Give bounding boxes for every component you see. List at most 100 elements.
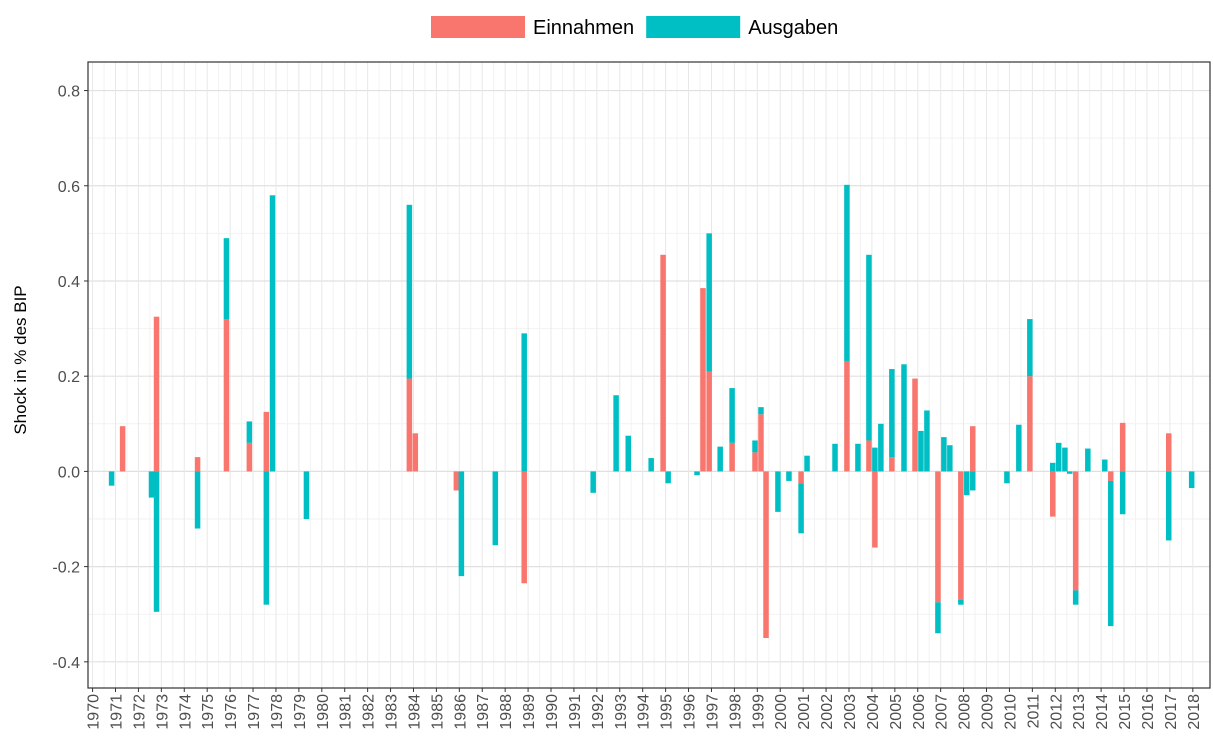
y-tick-label: 0.0: [58, 464, 80, 481]
x-tick-label: 1994: [636, 694, 653, 730]
bar: [866, 254, 872, 441]
bar: [303, 471, 310, 520]
bar: [148, 471, 155, 498]
bar: [660, 254, 666, 472]
bar: [763, 471, 769, 639]
bar: [798, 483, 804, 534]
bar: [1027, 376, 1033, 472]
y-tick-label: 0.2: [58, 369, 80, 386]
x-tick-label: 2008: [957, 694, 974, 730]
bar: [941, 437, 947, 472]
bar: [935, 602, 941, 634]
bar: [775, 471, 781, 512]
bar: [153, 316, 160, 472]
bar: [844, 360, 850, 472]
x-tick-label: 2009: [980, 694, 997, 730]
bar: [700, 288, 706, 472]
legend-label: Ausgaben: [748, 17, 838, 39]
bar: [866, 440, 872, 472]
bar: [223, 238, 230, 320]
y-axis-label: Shock in % des BIP: [11, 285, 30, 434]
x-tick-label: 1976: [223, 694, 240, 730]
bar: [1072, 471, 1079, 591]
bar: [970, 471, 976, 491]
bar: [878, 423, 884, 472]
bar: [752, 452, 758, 472]
x-tick-label: 1990: [544, 694, 561, 730]
x-tick-label: 1984: [406, 694, 423, 730]
bar: [1050, 462, 1056, 472]
x-tick-label: 1992: [590, 694, 607, 730]
x-tick-label: 2007: [934, 694, 951, 730]
bar: [648, 458, 654, 472]
bar: [263, 411, 270, 472]
y-tick-label: -0.4: [52, 655, 80, 672]
bar: [1027, 319, 1033, 377]
bar: [1108, 480, 1114, 627]
x-tick-label: 2001: [796, 694, 813, 730]
bar: [752, 440, 758, 453]
bar: [1119, 471, 1126, 515]
bar: [521, 333, 527, 472]
bar: [1165, 471, 1172, 541]
bar: [1165, 433, 1172, 472]
bar: [269, 195, 276, 472]
x-tick-label: 1993: [613, 694, 630, 730]
x-tick-label: 1983: [384, 694, 401, 730]
bar: [786, 471, 792, 481]
bar: [964, 471, 970, 496]
bar: [1072, 590, 1079, 605]
bar: [625, 435, 632, 472]
bar: [119, 426, 126, 472]
bar: [798, 471, 804, 484]
bar: [590, 471, 596, 493]
bar: [194, 457, 201, 472]
bar: [194, 471, 201, 529]
x-tick-label: 1995: [659, 694, 676, 730]
bar: [223, 319, 230, 472]
bar: [246, 442, 253, 472]
bar: [108, 471, 115, 486]
x-tick-label: 2017: [1163, 694, 1180, 730]
y-tick-label: 0.8: [58, 84, 80, 101]
x-tick-label: 2018: [1186, 694, 1203, 730]
bar: [412, 433, 419, 472]
bar: [935, 471, 941, 603]
x-tick-label: 1977: [246, 694, 263, 730]
x-tick-label: 1989: [521, 694, 538, 730]
bar: [804, 455, 810, 472]
bar: [758, 414, 764, 472]
bar: [1016, 424, 1022, 472]
x-tick-label: 2003: [842, 694, 859, 730]
x-tick-label: 2006: [911, 694, 928, 730]
y-tick-label: -0.2: [52, 560, 80, 577]
x-tick-label: 2012: [1048, 694, 1065, 730]
x-tick-label: 1980: [315, 694, 332, 730]
plot-background: [88, 62, 1210, 688]
bar: [1050, 471, 1056, 517]
x-tick-label: 1975: [200, 694, 217, 730]
bar: [153, 471, 160, 612]
x-tick-label: 2015: [1117, 694, 1134, 730]
x-tick-label: 1974: [177, 694, 194, 730]
x-tick-label: 2014: [1094, 694, 1111, 730]
legend-label: Einnahmen: [533, 17, 634, 39]
bar: [872, 447, 878, 472]
x-tick-label: 2016: [1140, 694, 1157, 730]
bar: [758, 407, 764, 415]
bar: [706, 233, 712, 372]
bar: [1085, 448, 1091, 472]
bar: [1062, 447, 1068, 472]
bar: [901, 364, 907, 472]
bar: [492, 471, 499, 546]
bar: [947, 445, 953, 472]
bar: [263, 471, 270, 605]
legend-swatch: [646, 16, 741, 38]
bar: [1188, 471, 1195, 489]
x-tick-label: 2004: [865, 694, 882, 730]
y-tick-label: 0.6: [58, 179, 80, 196]
bar: [1055, 442, 1062, 472]
bar: [844, 184, 850, 361]
x-tick-label: 1987: [475, 694, 492, 730]
